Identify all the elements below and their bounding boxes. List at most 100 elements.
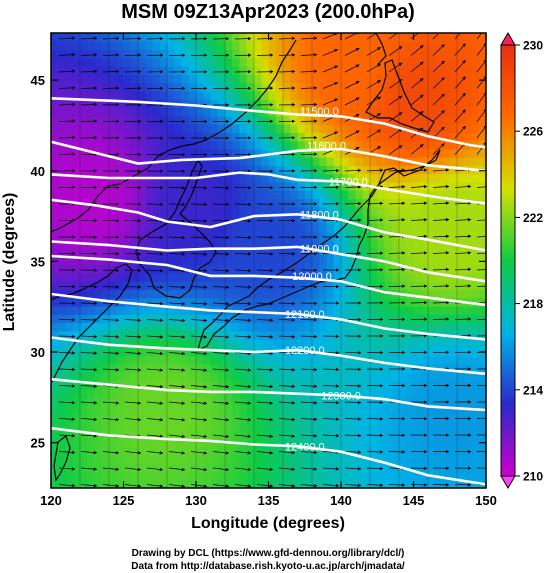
heat-cell xyxy=(341,397,349,406)
heat-cell xyxy=(239,421,248,431)
heat-cell xyxy=(174,380,183,390)
heat-cell xyxy=(152,471,161,481)
heat-cell xyxy=(391,49,400,59)
wind-arrow xyxy=(190,235,208,240)
wind-arrow xyxy=(300,384,318,388)
heat-cell xyxy=(290,454,299,464)
wind-arrow xyxy=(256,417,274,422)
heat-cell xyxy=(326,57,335,67)
heat-cell xyxy=(428,33,436,42)
heat-cell xyxy=(326,297,335,307)
heat-cell xyxy=(457,314,465,324)
heat-cell xyxy=(406,347,415,357)
heat-cell xyxy=(355,438,364,448)
wind-arrow xyxy=(146,318,164,323)
heat-cell xyxy=(370,215,378,224)
heat-cell xyxy=(123,57,132,67)
heat-cell xyxy=(370,231,378,241)
heat-cell xyxy=(420,446,429,456)
wind-arrow xyxy=(234,401,252,405)
heat-cell xyxy=(442,190,451,200)
heat-cell xyxy=(391,132,400,142)
heat-cell xyxy=(377,99,386,109)
heat-cell xyxy=(362,66,371,75)
heat-cell xyxy=(304,198,313,208)
wind-arrow xyxy=(454,251,472,255)
heat-cell xyxy=(138,190,146,200)
heat-cell xyxy=(290,355,299,365)
heat-cell xyxy=(304,74,313,84)
heat-cell xyxy=(152,479,161,488)
heat-cell xyxy=(362,157,371,166)
heat-cell xyxy=(138,306,146,315)
heat-cell xyxy=(261,454,270,464)
heat-cell xyxy=(51,115,59,125)
heat-cell xyxy=(130,248,139,257)
heat-cell xyxy=(391,107,400,117)
heat-cell xyxy=(370,421,378,431)
heat-cell xyxy=(225,49,233,59)
heat-cell xyxy=(362,380,371,390)
heat-cell xyxy=(377,115,386,125)
heat-cell xyxy=(225,107,233,117)
heat-cell xyxy=(138,281,146,291)
heat-cell xyxy=(159,74,168,84)
heat-cell xyxy=(152,454,161,464)
heat-cell xyxy=(94,264,103,274)
heat-cell xyxy=(174,90,183,100)
heat-cell xyxy=(101,82,110,92)
heat-cell xyxy=(449,181,458,191)
wind-arrow xyxy=(168,451,186,455)
heat-cell xyxy=(152,372,161,382)
heat-cell xyxy=(116,463,125,473)
heat-cell xyxy=(174,165,183,175)
heat-cell xyxy=(167,471,175,481)
wind-arrow xyxy=(300,467,318,471)
heat-cell xyxy=(239,132,248,142)
chart-title: MSM 09Z13Apr2023 (200.0hPa) xyxy=(121,1,414,23)
wind-arrow xyxy=(278,484,296,488)
heat-cell xyxy=(464,157,473,166)
heat-cell xyxy=(225,206,233,216)
heat-cell xyxy=(319,41,328,51)
heat-cell xyxy=(87,413,96,423)
heat-cell xyxy=(471,256,480,266)
wind-arrow xyxy=(454,284,472,288)
heat-cell xyxy=(370,90,378,100)
heat-cell xyxy=(72,165,81,175)
heat-cell xyxy=(94,347,103,357)
heat-cell xyxy=(348,198,357,208)
heat-cell xyxy=(268,49,277,59)
heat-cell xyxy=(51,165,59,175)
wind-arrow xyxy=(256,335,274,339)
heat-cell xyxy=(471,223,480,233)
heat-cell xyxy=(196,397,204,406)
heat-cell xyxy=(145,74,154,84)
heat-cell xyxy=(442,66,451,75)
heat-cell xyxy=(449,355,458,365)
heat-cell xyxy=(275,256,284,266)
heat-cell xyxy=(428,190,436,200)
heat-cell xyxy=(94,231,103,241)
heat-cell xyxy=(333,74,342,84)
heat-cell xyxy=(130,306,139,315)
heat-cell xyxy=(159,272,168,282)
heat-cell xyxy=(116,231,125,241)
heat-cell xyxy=(326,190,335,200)
heat-cell xyxy=(355,347,364,357)
heat-cell xyxy=(239,380,248,390)
heat-cell xyxy=(442,272,451,282)
heat-cell xyxy=(51,223,59,233)
heat-cell xyxy=(203,438,212,448)
heat-cell xyxy=(145,430,154,439)
heat-cell xyxy=(420,248,429,257)
heat-cell xyxy=(391,330,400,340)
heat-cell xyxy=(297,173,306,183)
heat-cell xyxy=(406,330,415,340)
heat-cell xyxy=(232,330,241,340)
heat-cell xyxy=(65,115,74,125)
heat-cell xyxy=(261,198,270,208)
wind-arrow xyxy=(278,417,296,422)
heat-cell xyxy=(130,132,139,142)
heat-cell xyxy=(51,198,59,208)
